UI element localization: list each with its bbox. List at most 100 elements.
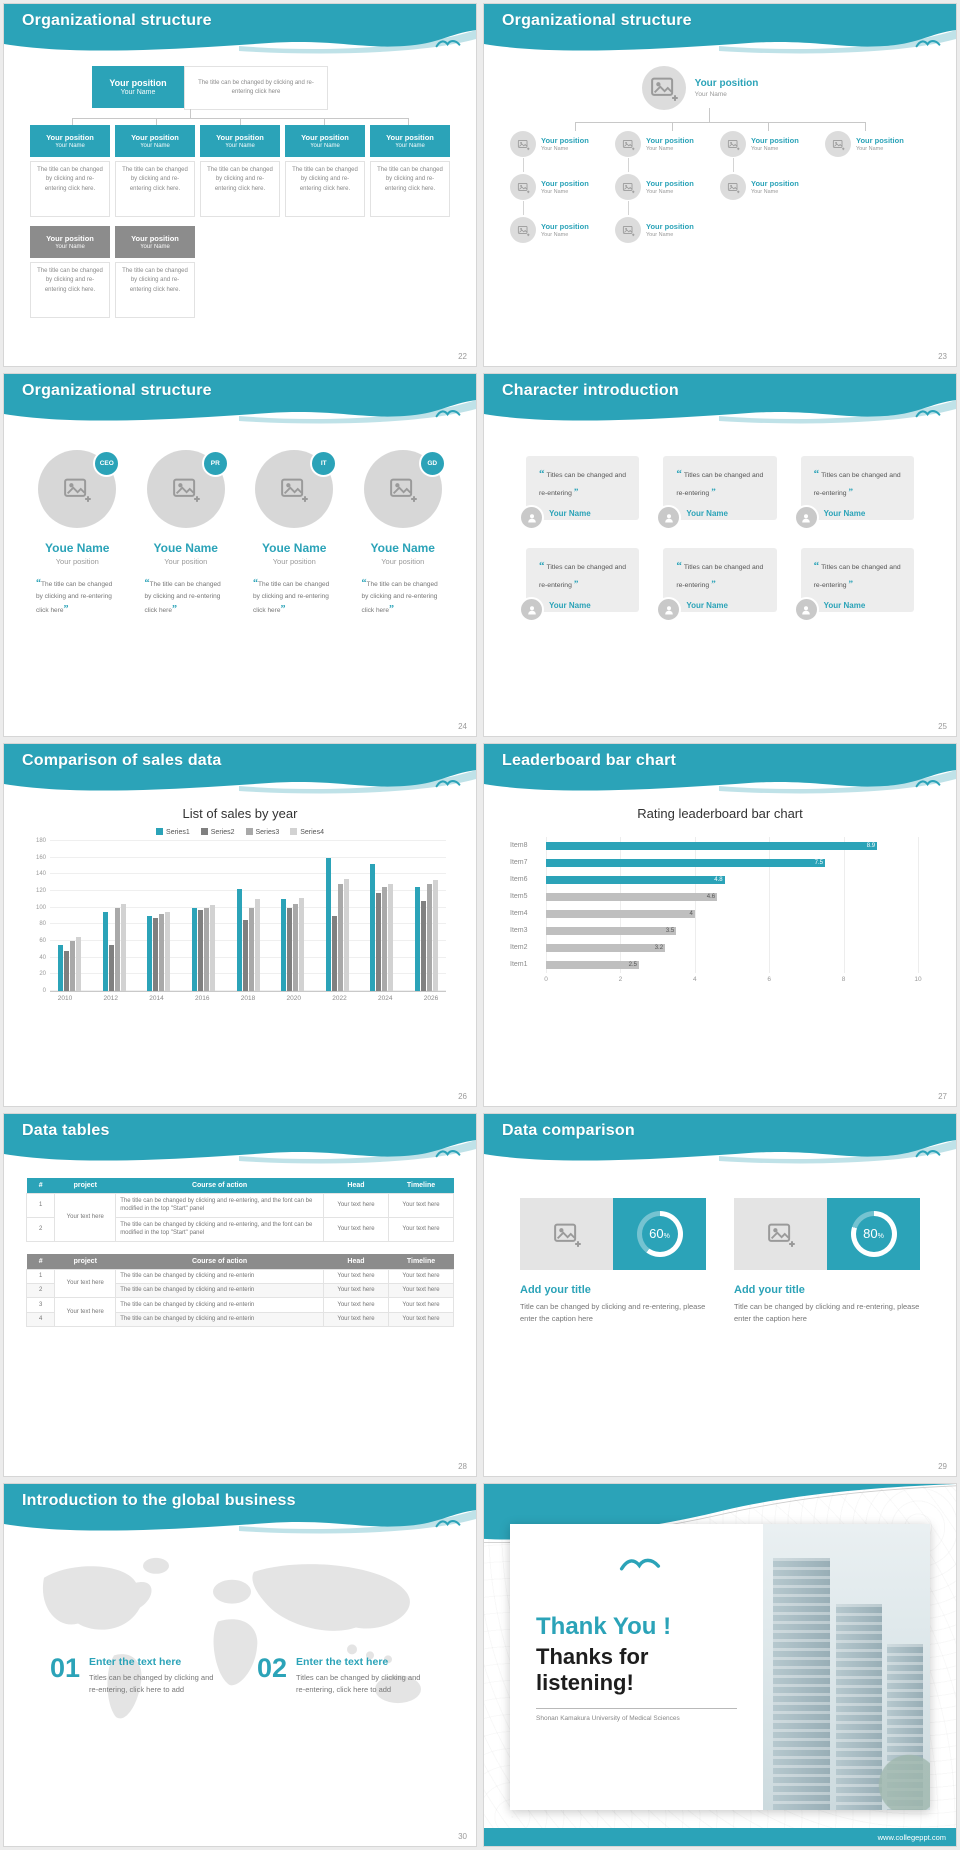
cell-course: The title can be changed by clicking and… [115,1268,324,1284]
caption-text: The title can be changed by clicking and… [36,581,113,615]
avatar [656,505,682,530]
bar-value: 2.5 [628,961,637,968]
bar-series2-2016 [197,910,203,991]
quote-open-icon: “ [813,560,820,572]
bar-series2-2026 [421,901,426,991]
image-placeholder-icon [281,478,309,503]
card-name: Your Name [549,601,591,610]
comparison-item: 60% Add your title Title can be changed … [520,1198,706,1324]
node-position: Your position [694,78,759,89]
org-column: Your position Your Name The title can be … [285,125,365,217]
org-row-level2: Your position Your Name The title can be … [30,226,450,318]
point-heading: Enter the text here [89,1656,182,1668]
slide-22[interactable]: Organizational structure Your position Y… [3,3,477,367]
card-name: Your Name [686,601,728,610]
org-node-position: Your position [216,133,264,142]
bar-track: 7.5 [546,858,918,867]
team-member: CEO Youe Name Your position “The title c… [30,450,125,618]
image-placeholder [520,1198,613,1270]
y-tick-label: 20 [39,971,46,978]
bar-series3-2016 [203,907,209,991]
x-gridline [546,837,547,973]
org-column: Your position Your Name The title can be … [30,125,110,217]
x-gridline [694,837,696,973]
member-name: Youe Name [262,541,327,555]
org-node-name: Your Name [395,143,425,149]
y-gridline [50,973,446,975]
bar-value: 4 [689,910,693,917]
slide-header: Organizational structure [484,4,956,58]
org-cell: Your position Your Name [615,158,720,201]
image-placeholder-icon [172,478,201,503]
bar-series3-2010 [70,941,75,991]
cell-head: Your text here [322,1282,389,1299]
node-position: Your position [646,136,694,145]
bar-series1-2012 [102,911,108,991]
member-position: Your position [272,557,316,566]
quote-close-icon: ” [280,604,286,616]
comparison-item: 80% Add your title Title can be changed … [734,1198,920,1324]
card-text: Titles can be changed and re-entering [539,472,626,497]
slide-thank-you[interactable]: Thank You ! Thanks for listening! Shonan… [483,1483,957,1847]
quote-close-icon: ” [711,487,716,497]
slide-27[interactable]: Leaderboard bar chart Rating leaderboard… [483,743,957,1107]
bar-Item7: 7.5 [546,858,825,867]
bar-series3-2024 [382,886,388,991]
comparison-card: 80% [734,1198,920,1270]
cell-head: Your text here [322,1311,389,1328]
slide-30[interactable]: Introduction to the global business [3,1483,477,1847]
slide-23[interactable]: Organizational structure Your position Y… [483,3,957,367]
quote-open-icon: “ [539,468,545,480]
avatar [615,217,641,243]
node-position: Your position [541,222,589,231]
slide-29[interactable]: Data comparison 60% Add your title Title [483,1113,957,1477]
team-row: CEO Youe Name Your position “The title c… [4,428,476,618]
table-row: 2 The title can be changed by clicking a… [25,1282,455,1299]
org-node-name: Your Name [120,89,156,96]
point-heading: Enter the text here [296,1656,389,1668]
person-icon [665,605,673,614]
node-name: Your Name [751,189,779,195]
bar-series1-2022 [325,857,331,991]
slide-title: Organizational structure [22,382,212,399]
org-node-name: Your Name [55,244,85,250]
org-cell: Your position Your Name [720,130,825,158]
legend-item: Series3 [245,828,279,836]
character-card: “Titles can be changed and re-entering” … [519,548,640,622]
bar-series2-2010 [64,951,69,991]
bar-series1-2010 [58,945,63,991]
bar-label: Item3 [510,927,528,934]
point-number: 01 [50,1653,81,1683]
node-name: Your Name [751,146,779,152]
avatar [641,66,686,110]
cell-timeline: Your text here [387,1193,455,1218]
y-gridline [50,990,446,991]
cell-project: Your text here [54,1297,117,1328]
divider [536,1708,737,1709]
y-gridline [50,906,446,908]
slide-25[interactable]: Character introduction “Titles can be ch… [483,373,957,737]
quote-close-icon: ” [573,487,579,497]
item-heading: Add your title [734,1284,805,1296]
bar-track: 2.5 [546,960,918,969]
image-placeholder-icon [517,182,530,194]
org-chart: Your position Your Name The title can be… [4,58,476,318]
org-node: Your position Your Name [200,125,280,157]
page-number: 26 [458,1092,467,1101]
bar-group-2010 [58,841,81,991]
slide-26[interactable]: Comparison of sales data List of sales b… [3,743,477,1107]
slide-title: Comparison of sales data [22,752,222,769]
y-gridline [50,840,446,841]
cell-project: Your text here [54,1193,117,1242]
cell-course: The title can be changed by clicking and… [115,1193,324,1218]
slide-28[interactable]: Data tables # project Course of action H… [3,1113,477,1477]
slide-24[interactable]: Organizational structure CEO Youe Name Y… [3,373,477,737]
slide-title: Data tables [22,1122,110,1139]
avatar [793,597,819,622]
cell-head: Your text here [322,1297,389,1313]
bar-value: 3.5 [665,927,675,934]
x-tick-label: 0 [544,976,548,983]
member-caption: “The title can be changed by clicking an… [356,576,451,618]
image-placeholder-icon [517,139,530,151]
node-name: Your Name [541,146,569,152]
